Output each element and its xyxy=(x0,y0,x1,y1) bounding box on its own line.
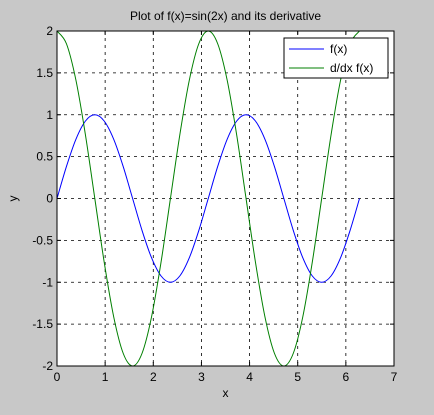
x-tick-label: 2 xyxy=(150,370,157,384)
series-line-f xyxy=(56,114,360,283)
x-tick-label: 6 xyxy=(343,370,350,384)
ticks xyxy=(56,30,395,367)
y-tick-label: 0 xyxy=(46,192,53,206)
x-tick-labels: 0 1 2 3 4 5 6 7 xyxy=(54,370,398,384)
y-tick-label: 1 xyxy=(46,108,53,122)
y-tick-label: -1 xyxy=(42,275,53,289)
y-tick-label: 0.5 xyxy=(36,150,53,164)
x-axis-label: x xyxy=(223,386,229,400)
y-axis-label: y xyxy=(6,196,20,202)
x-tick-label: 5 xyxy=(294,370,301,384)
x-tick-label: 0 xyxy=(54,370,61,384)
x-tick-label: 7 xyxy=(391,370,398,384)
legend-label-derivative: d/dx f(x) xyxy=(330,61,373,75)
legend-box xyxy=(283,37,389,79)
y-tick-label: 2 xyxy=(46,24,53,38)
y-tick-labels: 2 1.5 1 0.5 0 -0.5 -1 -1.5 -2 xyxy=(32,24,53,373)
y-tick-label: -2 xyxy=(42,359,53,373)
y-tick-label: -0.5 xyxy=(32,233,53,247)
y-tick-label: 1.5 xyxy=(36,66,53,80)
grid xyxy=(57,31,394,366)
x-tick-label: 4 xyxy=(246,370,253,384)
chart-title: Plot of f(x)=sin(2x) and its derivative xyxy=(130,9,321,23)
legend: f(x) d/dx f(x) xyxy=(283,37,389,79)
x-tick-label: 3 xyxy=(198,370,205,384)
x-tick-label: 1 xyxy=(102,370,109,384)
y-tick-label: -1.5 xyxy=(32,317,53,331)
legend-label-f: f(x) xyxy=(330,42,347,56)
